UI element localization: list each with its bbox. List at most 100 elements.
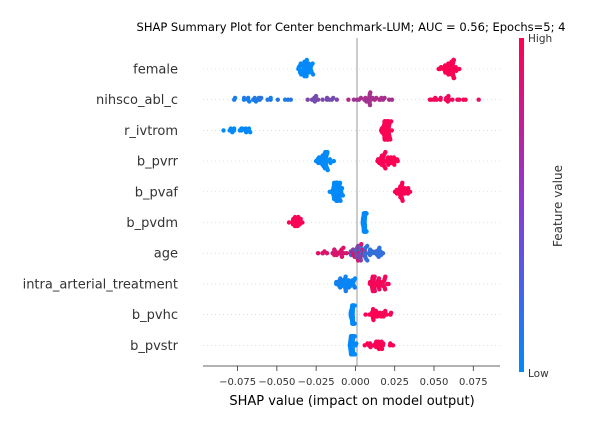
shap-point xyxy=(407,189,413,194)
shap-point xyxy=(386,281,391,287)
shap-point xyxy=(344,251,349,256)
shap-point xyxy=(221,128,226,133)
x-tick-label: −0.050 xyxy=(258,377,295,388)
shap-point xyxy=(377,245,382,250)
x-tick-label: 0.075 xyxy=(459,377,488,388)
shap-point xyxy=(451,75,457,81)
shap-point xyxy=(383,166,388,171)
shap-point xyxy=(352,321,357,326)
shap-point xyxy=(400,180,405,185)
shap-point xyxy=(451,57,457,63)
shap-point xyxy=(340,193,346,198)
shap-point xyxy=(450,97,455,102)
shap-point xyxy=(259,95,264,101)
shap-point xyxy=(252,95,257,101)
shap-point xyxy=(241,95,247,101)
shap-point xyxy=(352,285,357,290)
shap-point xyxy=(341,245,346,250)
shap-point xyxy=(275,97,280,102)
shap-point xyxy=(381,314,386,319)
x-tick-label: −0.025 xyxy=(298,377,335,388)
shap-point xyxy=(371,317,376,323)
x-tick-label: 0.025 xyxy=(380,377,409,388)
shap-point xyxy=(352,334,357,339)
shap-point xyxy=(434,97,439,102)
shap-point xyxy=(372,288,377,294)
shap-point xyxy=(400,198,405,203)
shap-point xyxy=(228,126,233,131)
shap-point xyxy=(382,287,388,292)
colorbar xyxy=(519,38,524,372)
shap-point xyxy=(392,162,397,167)
feature-label: female xyxy=(133,63,178,78)
shap-point xyxy=(315,97,321,102)
shap-point xyxy=(457,97,462,102)
shap-point xyxy=(320,97,325,102)
shap-point xyxy=(300,220,305,225)
feature-label: b_pvhc xyxy=(132,308,178,323)
shap-point xyxy=(298,216,303,222)
shap-point xyxy=(364,211,369,216)
shap-point xyxy=(391,155,397,160)
shap-point xyxy=(365,243,370,249)
shap-point xyxy=(248,130,253,135)
shap-point xyxy=(325,167,330,173)
shap-point xyxy=(384,312,389,317)
feature-label: nihsco_abl_c xyxy=(96,93,178,108)
x-axis-label: SHAP value (impact on model output) xyxy=(229,394,474,409)
feature-labels: female nihsco_abl_c r_ivtrom b_pvrr b_pvaf b_… xyxy=(23,63,179,354)
shap-point xyxy=(288,97,293,102)
feature-label: age xyxy=(154,247,178,262)
shap-point xyxy=(463,97,468,102)
x-axis-ticks: −0.075 −0.050 −0.025 0.000 0.025 0.050 0.075 xyxy=(219,366,488,388)
shap-point xyxy=(231,126,237,131)
shap-point xyxy=(379,346,385,352)
shap-point xyxy=(377,310,383,315)
shap-point xyxy=(324,251,330,256)
feature-label: b_pvstr xyxy=(130,339,179,354)
shap-point xyxy=(380,251,386,256)
shap-point xyxy=(381,341,386,346)
shap-point xyxy=(383,308,388,314)
shap-point xyxy=(382,95,387,101)
shap-point xyxy=(339,186,345,191)
shap-point xyxy=(354,341,359,346)
shap-point xyxy=(304,57,309,63)
shap-point xyxy=(359,242,364,247)
shap-point xyxy=(383,274,388,279)
shap-point xyxy=(406,186,411,191)
shap-point xyxy=(312,99,317,104)
shap-point xyxy=(315,251,321,256)
shap-point xyxy=(246,126,252,131)
shap-point xyxy=(327,157,333,162)
shap-point xyxy=(453,65,458,70)
shap-point xyxy=(286,220,292,225)
shap-point xyxy=(457,66,462,72)
shap-point xyxy=(368,90,373,95)
shap-point xyxy=(388,310,394,315)
feature-label: b_pvrr xyxy=(137,155,179,170)
shap-point xyxy=(390,343,396,348)
shap-point xyxy=(389,128,394,133)
colorbar-high-label: High xyxy=(528,33,552,45)
shap-point xyxy=(246,95,251,101)
shap-point xyxy=(343,274,348,279)
shap-point xyxy=(376,276,382,281)
colorbar-low-label: Low xyxy=(528,368,549,380)
x-tick-label: −0.075 xyxy=(219,377,256,388)
feature-label: b_pvdm xyxy=(126,216,178,231)
shap-point xyxy=(304,74,309,79)
feature-label: intra_arterial_treatment xyxy=(23,277,178,292)
shap-point xyxy=(364,229,369,234)
shap-point xyxy=(395,158,400,164)
shap-point xyxy=(372,274,377,279)
shap-point xyxy=(346,97,351,102)
colorbar-title: Feature value xyxy=(551,165,565,247)
x-tick-label: 0.000 xyxy=(341,377,370,388)
shap-point xyxy=(331,158,336,164)
shap-point xyxy=(325,149,330,155)
shap-point xyxy=(305,97,310,102)
shap-point xyxy=(328,160,333,166)
shap-point xyxy=(367,102,373,108)
